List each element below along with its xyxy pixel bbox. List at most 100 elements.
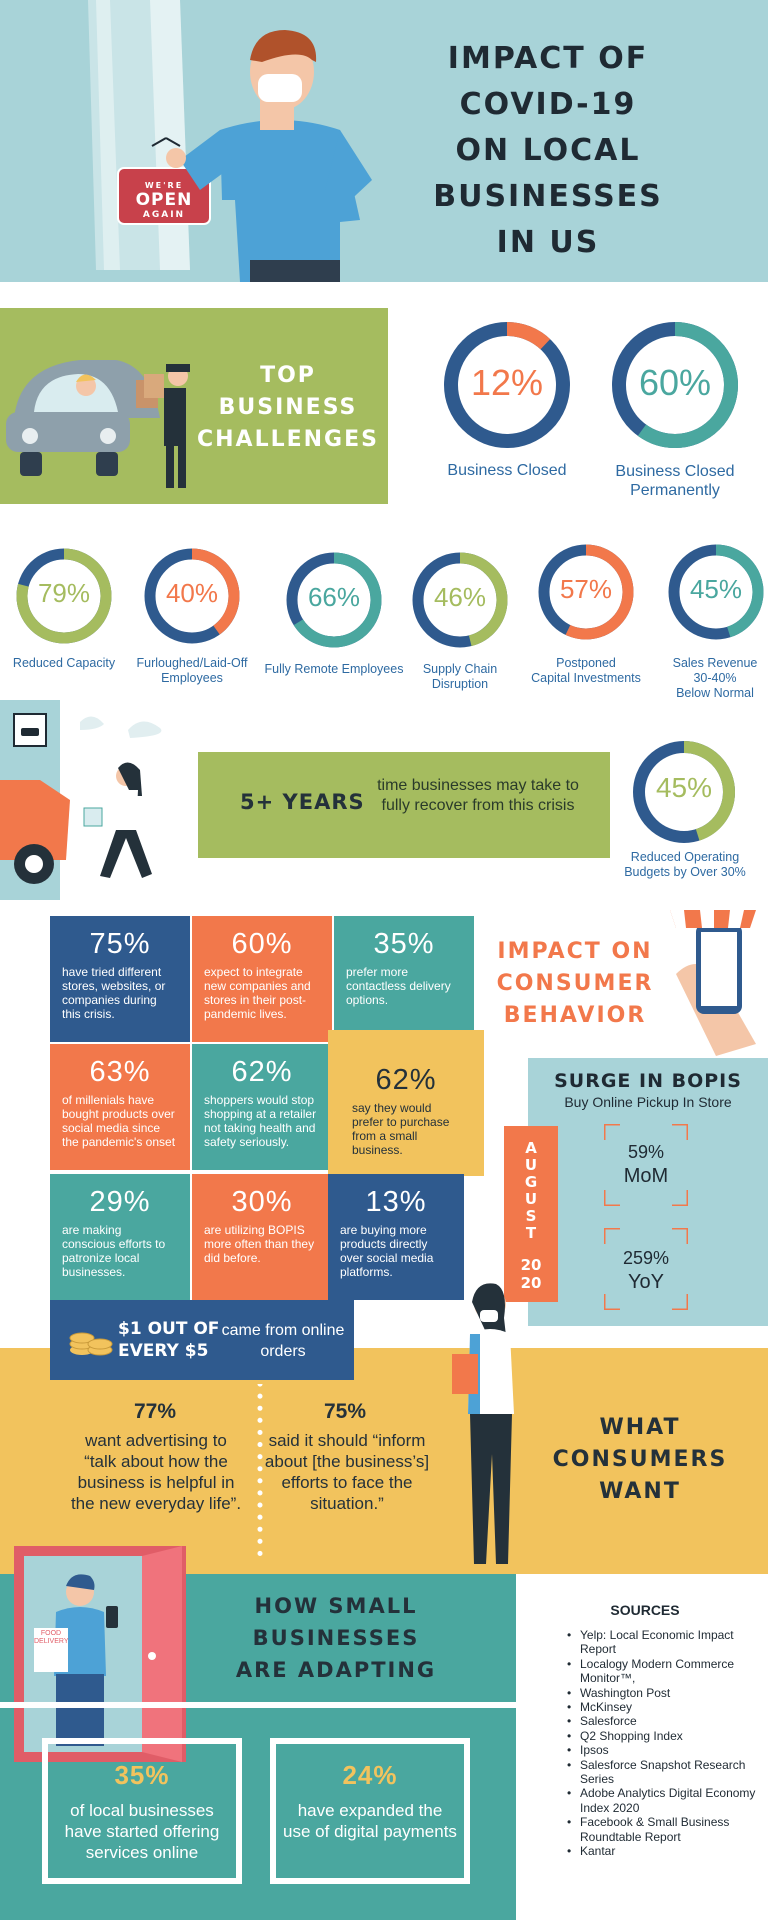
- title-line: ARE ADAPTING: [235, 1658, 437, 1682]
- stat-value: 62%: [231, 1056, 293, 1088]
- bopis-title: SURGE IN BOPIS: [554, 1070, 742, 1092]
- consumers-want-band: [0, 1348, 768, 1574]
- donut-sales-revenue: [668, 544, 764, 640]
- digital-payments-value: 24%: [342, 1760, 398, 1790]
- digital-payments-card: [270, 1738, 470, 1884]
- postponed-investments-label: Postponed Capital Investments: [524, 656, 648, 686]
- title-line: IMPACT ON: [497, 939, 653, 964]
- month-label: A U G U S T 2020: [504, 1139, 558, 1293]
- month-letter: U: [524, 1156, 538, 1174]
- recovery-banner: [198, 752, 610, 858]
- donut-postponed-investments: [538, 544, 634, 640]
- title-line: WANT: [599, 1479, 681, 1504]
- mom-value: 59%: [627, 1142, 665, 1162]
- label-line: Permanently: [630, 482, 720, 499]
- donut-arc: [16, 548, 112, 644]
- yoy-value: 259%: [622, 1248, 670, 1268]
- hero-illustration: [88, 0, 372, 282]
- source-item: Washington Post: [564, 1686, 764, 1701]
- month-letter: S: [525, 1207, 537, 1225]
- stat-text: are making conscious efforts to patroniz…: [62, 1223, 166, 1279]
- label-line: Supply Chain: [422, 662, 498, 676]
- title-line: COVID-19: [459, 87, 637, 122]
- donut-arc: [612, 322, 738, 448]
- business-closed-label: Business Closed: [447, 462, 567, 479]
- stat-tile: 63% of millenials have bought products o…: [50, 1044, 190, 1170]
- stat-text: are utilizing BOPIS more often than they…: [204, 1223, 315, 1265]
- donut-arc: [412, 552, 508, 648]
- sources-title: SOURCES: [610, 1602, 680, 1618]
- label-line: Below Normal: [676, 686, 754, 700]
- sales-revenue-value: 45%: [689, 574, 743, 604]
- donut-arc: [144, 548, 240, 644]
- online-services-card: [42, 1738, 242, 1884]
- sales-revenue-label: Sales Revenue 30-40% Below Normal: [662, 656, 768, 701]
- digital-payments-text: have expanded the use of digital payment…: [283, 1801, 457, 1841]
- label-line: Business Closed: [615, 463, 735, 480]
- month-letter: A: [525, 1139, 537, 1157]
- stat-tile: 30% are utilizing BOPIS more often than …: [192, 1174, 332, 1300]
- stat-text: expect to integrate new companies and st…: [204, 965, 311, 1021]
- stat-value: 13%: [365, 1186, 427, 1218]
- adapting-title: HOW SMALL BUSINESSES ARE ADAPTING: [206, 1590, 466, 1686]
- recovery-text: time businesses may take to fully recove…: [377, 777, 579, 814]
- sign-open-text: OPEN: [135, 190, 193, 210]
- car-pickup-illustration: [6, 360, 190, 488]
- stat-tile: 35% prefer more contactless delivery opt…: [334, 916, 474, 1042]
- label-line: Reduced Operating: [630, 850, 740, 864]
- advertising-helpful-text: want advertising to “talk about how the …: [70, 1431, 242, 1513]
- closed-permanently-value: 60%: [638, 362, 712, 403]
- donut-arc: [444, 322, 570, 448]
- stat-value: 30%: [231, 1186, 293, 1218]
- donut-arc: [538, 544, 634, 640]
- stat-tile: 29% are making conscious efforts to patr…: [50, 1174, 190, 1300]
- donut-furloughed: [144, 548, 240, 644]
- month-letter: G: [524, 1173, 538, 1191]
- challenges-title: TOP BUSINESS CHALLENGES: [188, 360, 388, 456]
- source-item: Salesforce Snapshot Research Series: [564, 1758, 764, 1787]
- supply-chain-label: Supply Chain Disruption: [400, 662, 520, 692]
- title-line: WHAT: [599, 1415, 681, 1440]
- label-line: Furloughed/Laid-Off: [136, 656, 248, 670]
- reduced-capacity-label: Reduced Capacity: [12, 656, 116, 670]
- stat-text: have tried different stores, websites, o…: [62, 965, 166, 1021]
- sources-list: Yelp: Local Economic Impact Report Local…: [564, 1628, 764, 1859]
- yoy-label: YoY: [628, 1271, 664, 1293]
- stat-value: 29%: [89, 1186, 151, 1218]
- postponed-investments-value: 57%: [559, 574, 613, 604]
- recovery-years: 5+ YEARS: [240, 790, 365, 814]
- stat-tile: 75% have tried different stores, website…: [50, 916, 190, 1042]
- closed-permanently-label: Business Closed Permanently: [590, 462, 760, 500]
- coins-icon: [69, 1332, 113, 1356]
- one-out-of-five-label: $1 OUT OF EVERY $5: [118, 1319, 220, 1361]
- fully-remote-value: 66%: [307, 582, 361, 612]
- online-orders-text: came from online orders: [221, 1322, 345, 1360]
- online-services-value: 35%: [114, 1760, 170, 1790]
- page-title: IMPACT OF COVID-19 ON LOCAL BUSINESSES I…: [398, 36, 698, 266]
- month-letter: U: [524, 1190, 538, 1208]
- year-label: 2020: [520, 1256, 542, 1292]
- section-divider: [0, 1702, 516, 1708]
- title-line: CONSUMERS: [552, 1447, 728, 1472]
- bopis-panel: [528, 1058, 768, 1326]
- delivery-door-illustration: [14, 1546, 186, 1762]
- source-item: Ipsos: [564, 1743, 764, 1758]
- reduced-capacity-value: 79%: [37, 578, 91, 608]
- donut-arc: [633, 741, 735, 843]
- month-letter: T: [525, 1224, 537, 1242]
- stat-value: 75%: [89, 928, 151, 960]
- fully-remote-label: Fully Remote Employees: [264, 662, 404, 676]
- operating-budgets-value: 45%: [655, 772, 713, 803]
- title-line: CHALLENGES: [197, 427, 379, 452]
- stat-tile: 60% expect to integrate new companies an…: [192, 916, 332, 1042]
- stat-tile: 13% are buying more products directly ov…: [328, 1174, 464, 1300]
- label-line: 30-40%: [693, 671, 737, 685]
- phone-shop-illustration: [670, 910, 756, 1056]
- source-item: Localogy Modern Commerce Monitor™,: [564, 1657, 764, 1686]
- hero-banner: WE'RE OPEN AGAIN IMPACT OF COVID-19 ON L…: [0, 0, 768, 282]
- title-line: HOW SMALL: [254, 1594, 418, 1618]
- furloughed-value: 40%: [165, 578, 219, 608]
- label-line: Disruption: [431, 677, 489, 691]
- source-item: Salesforce: [564, 1714, 764, 1729]
- business-closed-value: 12%: [470, 362, 544, 403]
